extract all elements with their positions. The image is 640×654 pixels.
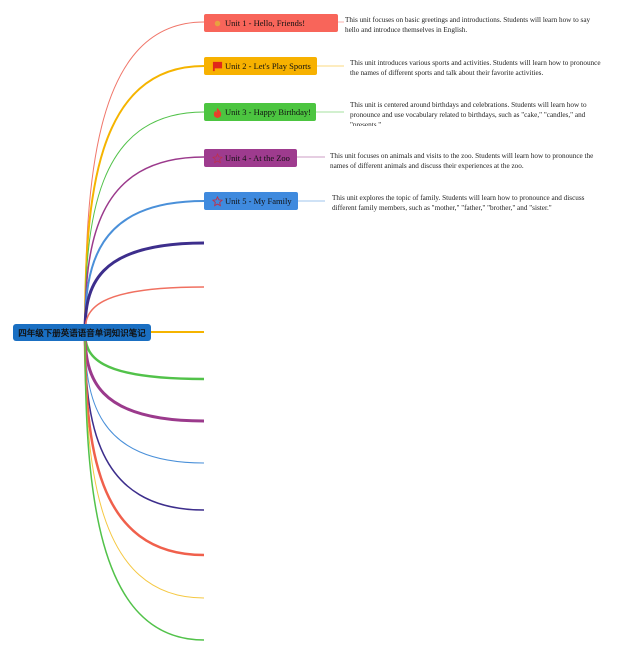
- unit-1-description: This unit focuses on basic greetings and…: [345, 16, 591, 34]
- unit-3-label: Unit 3 - Happy Birthday!: [225, 107, 311, 117]
- unit-5-node[interactable]: Unit 5 - My Family: [204, 192, 298, 210]
- root-topic[interactable]: 四年级下册英语语音单词知识笔记: [13, 324, 151, 341]
- flag-icon: [212, 61, 223, 71]
- unit-4-label: Unit 4 - At the Zoo: [225, 153, 290, 163]
- branch-line: [84, 65, 205, 333]
- unit-4-node[interactable]: Unit 4 - At the Zoo: [204, 149, 297, 167]
- unit-2-node[interactable]: Unit 2 - Let's Play Sports: [204, 57, 317, 75]
- branch-line: [84, 331, 205, 464]
- unit-1-node[interactable]: Unit 1 - Hello, Friends!: [204, 14, 338, 32]
- sun-icon: [214, 20, 221, 26]
- branch-line: [84, 21, 205, 333]
- fire-icon: [213, 107, 222, 118]
- branch-line: [84, 331, 205, 599]
- unit-5-description: This unit explores the topic of family. …: [332, 194, 585, 212]
- unit-5-label: Unit 5 - My Family: [225, 196, 292, 206]
- root-title: 四年级下册英语语音单词知识笔记: [18, 328, 146, 339]
- star-icon: [212, 152, 223, 163]
- unit-4-description: This unit focuses on animals and visits …: [330, 152, 594, 170]
- unit-3-node[interactable]: Unit 3 - Happy Birthday!: [204, 103, 316, 121]
- unit-2-label: Unit 2 - Let's Play Sports: [225, 61, 311, 71]
- branch-line: [83, 241, 205, 333]
- branch-line: [84, 200, 205, 333]
- branch-line: [84, 331, 205, 641]
- unit-1-label: Unit 1 - Hello, Friends!: [225, 18, 306, 28]
- branch-line: [83, 331, 205, 557]
- branch-line: [84, 111, 205, 333]
- unit-2-description: This unit introduces various sports and …: [350, 59, 601, 77]
- star-outline-icon: [212, 195, 223, 207]
- unit-3-description: This unit is centered around birthdays a…: [350, 101, 587, 126]
